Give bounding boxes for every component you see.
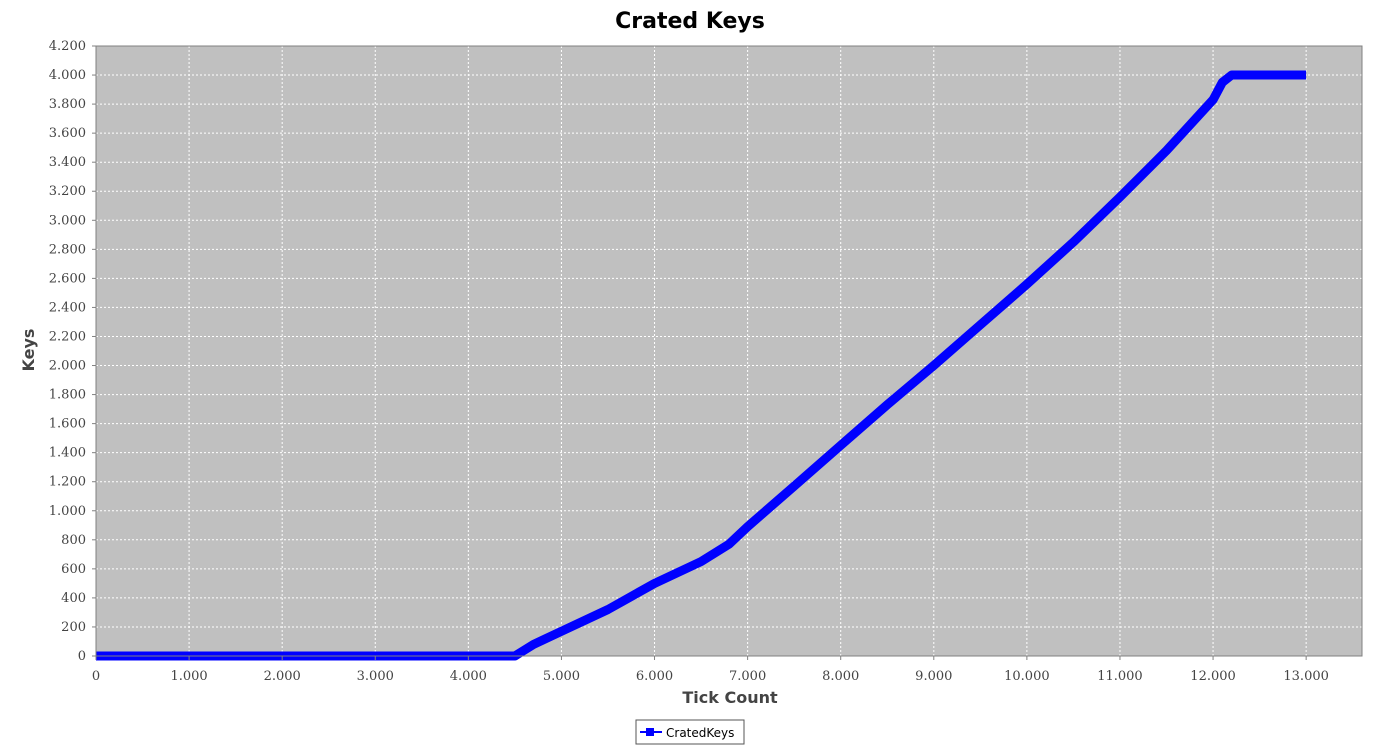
legend-label: CratedKeys	[666, 726, 734, 740]
y-tick-label: 3.200	[49, 184, 86, 199]
y-tick-label: 1.200	[49, 475, 86, 490]
y-tick-label: 800	[61, 533, 86, 548]
x-axis-label: Tick Count	[682, 688, 778, 707]
y-tick-label: 2.800	[49, 242, 86, 257]
x-tick-label: 4.000	[450, 669, 487, 684]
x-tick-label: 10.000	[1004, 669, 1050, 684]
legend: CratedKeys	[635, 719, 745, 745]
y-tick-label: 3.400	[49, 155, 86, 170]
x-tick-label: 3.000	[357, 669, 394, 684]
x-tick-label: 6.000	[636, 669, 673, 684]
x-tick-label: 1.000	[170, 669, 207, 684]
legend-box	[635, 719, 745, 745]
x-tick-label: 12.000	[1190, 669, 1236, 684]
chart-title: Crated Keys	[615, 9, 765, 34]
y-tick-label: 2.600	[49, 271, 86, 286]
y-tick-label: 3.600	[49, 126, 86, 141]
x-tick-label: 2.000	[264, 669, 301, 684]
y-tick-label: 1.000	[49, 504, 86, 519]
plot-area	[96, 46, 1362, 656]
y-axis-label: Keys	[19, 329, 38, 372]
y-tick-label: 600	[61, 562, 86, 577]
x-tick-label: 8.000	[822, 669, 859, 684]
x-tick-label: 13.000	[1283, 669, 1329, 684]
y-tick-label: 3.000	[49, 213, 86, 228]
y-tick-label: 2.200	[49, 329, 86, 344]
x-axis-ticks: 0 1.000 2.000 3.000 4.000 5.000 6.000 7.000 8.00…	[92, 656, 1329, 684]
x-tick-label: 9.000	[915, 669, 952, 684]
x-tick-label: 7.000	[729, 669, 766, 684]
y-tick-label: 1.800	[49, 388, 86, 403]
y-tick-label: 4.200	[49, 39, 86, 54]
y-tick-label: 1.400	[49, 446, 86, 461]
y-tick-label: 4.000	[49, 68, 86, 83]
grid-lines	[96, 46, 1362, 656]
y-tick-label: 200	[61, 620, 86, 635]
y-tick-label: 1.600	[49, 417, 86, 432]
y-tick-label: 400	[61, 591, 86, 606]
plot-border	[95, 45, 1363, 657]
y-tick-label: 0	[78, 649, 86, 664]
x-tick-label: 5.000	[543, 669, 580, 684]
y-tick-label: 3.800	[49, 97, 86, 112]
x-tick-label: 0	[92, 669, 100, 684]
legend-square-icon	[646, 728, 654, 736]
x-tick-label: 11.000	[1097, 669, 1143, 684]
y-axis-ticks: 0 200 400 600 800 1.000 1.200 1.400 1.600 1.800 2.…	[49, 39, 96, 664]
y-tick-label: 2.000	[49, 359, 86, 374]
y-tick-label: 2.400	[49, 300, 86, 315]
